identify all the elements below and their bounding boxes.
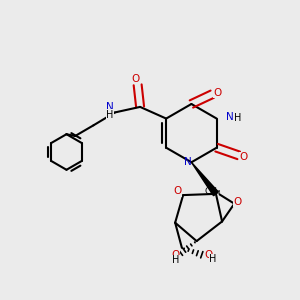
Text: O: O: [173, 186, 182, 197]
Text: O: O: [233, 197, 242, 207]
Text: O: O: [131, 74, 139, 84]
Text: N: N: [106, 102, 114, 112]
Text: N: N: [226, 112, 233, 122]
Text: H: H: [172, 255, 179, 265]
Text: N: N: [184, 157, 192, 167]
Text: O: O: [213, 88, 221, 98]
Text: H: H: [234, 112, 242, 123]
Text: H: H: [106, 110, 114, 120]
Polygon shape: [191, 162, 218, 196]
Text: H: H: [209, 254, 217, 264]
Text: O: O: [172, 250, 180, 260]
Text: O: O: [205, 250, 213, 260]
Text: O: O: [239, 152, 248, 162]
Text: CH₃: CH₃: [205, 187, 221, 196]
